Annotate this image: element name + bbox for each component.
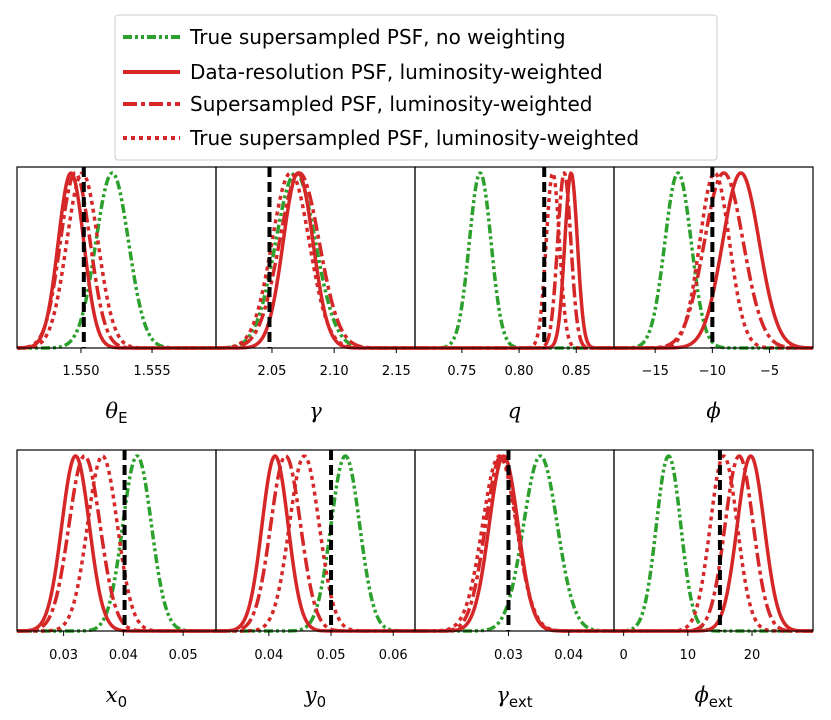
curve-green-dashdotdot xyxy=(614,171,813,350)
panel-curves xyxy=(614,167,813,350)
legend-label-3: Supersampled PSF, luminosity-weighted xyxy=(190,92,592,116)
panel-frame xyxy=(16,449,217,632)
tick-label: 0.05 xyxy=(169,648,198,663)
curve-red-solid xyxy=(216,454,415,633)
curve-red-dotted xyxy=(614,454,813,633)
tick-label: 0.06 xyxy=(379,648,408,663)
panel-5: 0.03 0.04 0.05 x0 xyxy=(16,449,217,711)
panel-frame xyxy=(613,166,814,349)
curve-red-dashdot xyxy=(415,454,614,633)
axis-label: ϕ xyxy=(706,399,720,423)
tick-label: 0.04 xyxy=(109,648,138,663)
axis-label: y0 xyxy=(304,683,326,711)
axis-label: x0 xyxy=(106,683,127,711)
curve-green-dashdotdot xyxy=(415,454,614,633)
axis-label: θE xyxy=(105,399,127,427)
tick-label: 0.05 xyxy=(317,648,346,663)
axis-label: γ xyxy=(309,399,322,423)
panel-1: 1.550 1.555 θE xyxy=(16,166,217,427)
tick-label: 1.550 xyxy=(62,364,99,379)
curve-red-solid xyxy=(614,454,813,633)
legend-frame xyxy=(114,14,718,161)
curve-red-solid xyxy=(17,171,216,350)
tick-label: 0.04 xyxy=(254,648,283,663)
tick-label: −15 xyxy=(641,364,668,379)
tick-label: 0.03 xyxy=(49,648,78,663)
panel-grid: 1.550 1.555 θE 2.05 2.10 2.15 γ 0.75 0.80 0.85 q −1… xyxy=(16,166,814,711)
tick-label: 2.15 xyxy=(382,364,411,379)
panel-frame xyxy=(613,449,814,632)
curve-red-dashdot xyxy=(17,171,216,350)
tick-label: 10 xyxy=(680,648,697,663)
tick-label: 0 xyxy=(619,648,627,663)
axis-label: ϕext xyxy=(694,683,732,711)
panel-7: 0.03 0.04 γext xyxy=(414,449,615,711)
tick-label: 0.04 xyxy=(554,648,583,663)
panel-curves xyxy=(17,167,216,350)
curve-green-dashdotdot xyxy=(216,454,415,633)
curve-red-dashdot xyxy=(17,454,216,633)
curve-green-dashdotdot xyxy=(614,454,813,633)
legend-label-2: Data-resolution PSF, luminosity-weighted xyxy=(190,60,603,84)
tick-label: 2.05 xyxy=(257,364,286,379)
axis-label: q xyxy=(508,399,521,423)
axis-label: γext xyxy=(496,683,532,711)
tick-label: 0.03 xyxy=(494,648,523,663)
panel-4: −15 −10 −5 ϕ xyxy=(613,166,814,423)
curve-red-dotted xyxy=(415,454,614,633)
panel-curves xyxy=(17,450,216,633)
curve-red-dotted xyxy=(17,171,216,350)
curve-red-dashdot xyxy=(614,454,813,633)
legend-label-1: True supersampled PSF, no weighting xyxy=(189,25,566,49)
legend-label-4: True supersampled PSF, luminosity-weight… xyxy=(189,126,639,150)
panel-3: 0.75 0.80 0.85 q xyxy=(414,166,615,423)
curve-red-solid xyxy=(216,171,415,350)
tick-label: −10 xyxy=(699,364,726,379)
panel-curves xyxy=(216,167,415,350)
tick-label: 0.75 xyxy=(447,364,476,379)
tick-label: 1.555 xyxy=(133,364,170,379)
tick-label: 0.80 xyxy=(505,364,534,379)
panel-curves xyxy=(415,450,614,633)
legend: True supersampled PSF, no weighting Data… xyxy=(114,14,718,161)
curve-red-solid xyxy=(415,454,614,633)
curve-red-dashdot xyxy=(216,454,415,633)
curve-red-solid xyxy=(415,171,614,350)
panel-8: 0 10 20 ϕext xyxy=(613,449,814,711)
panel-curves xyxy=(216,450,415,633)
panel-curves xyxy=(415,167,614,350)
tick-label: 2.10 xyxy=(320,364,349,379)
tick-label: 20 xyxy=(744,648,761,663)
curve-red-dotted xyxy=(216,454,415,633)
panel-6: 0.04 0.05 0.06 y0 xyxy=(215,449,416,711)
panel-2: 2.05 2.10 2.15 γ xyxy=(215,166,416,423)
tick-label: 0.85 xyxy=(562,364,591,379)
panel-curves xyxy=(614,450,813,633)
tick-label: −5 xyxy=(760,364,779,379)
panel-frame xyxy=(414,449,615,632)
